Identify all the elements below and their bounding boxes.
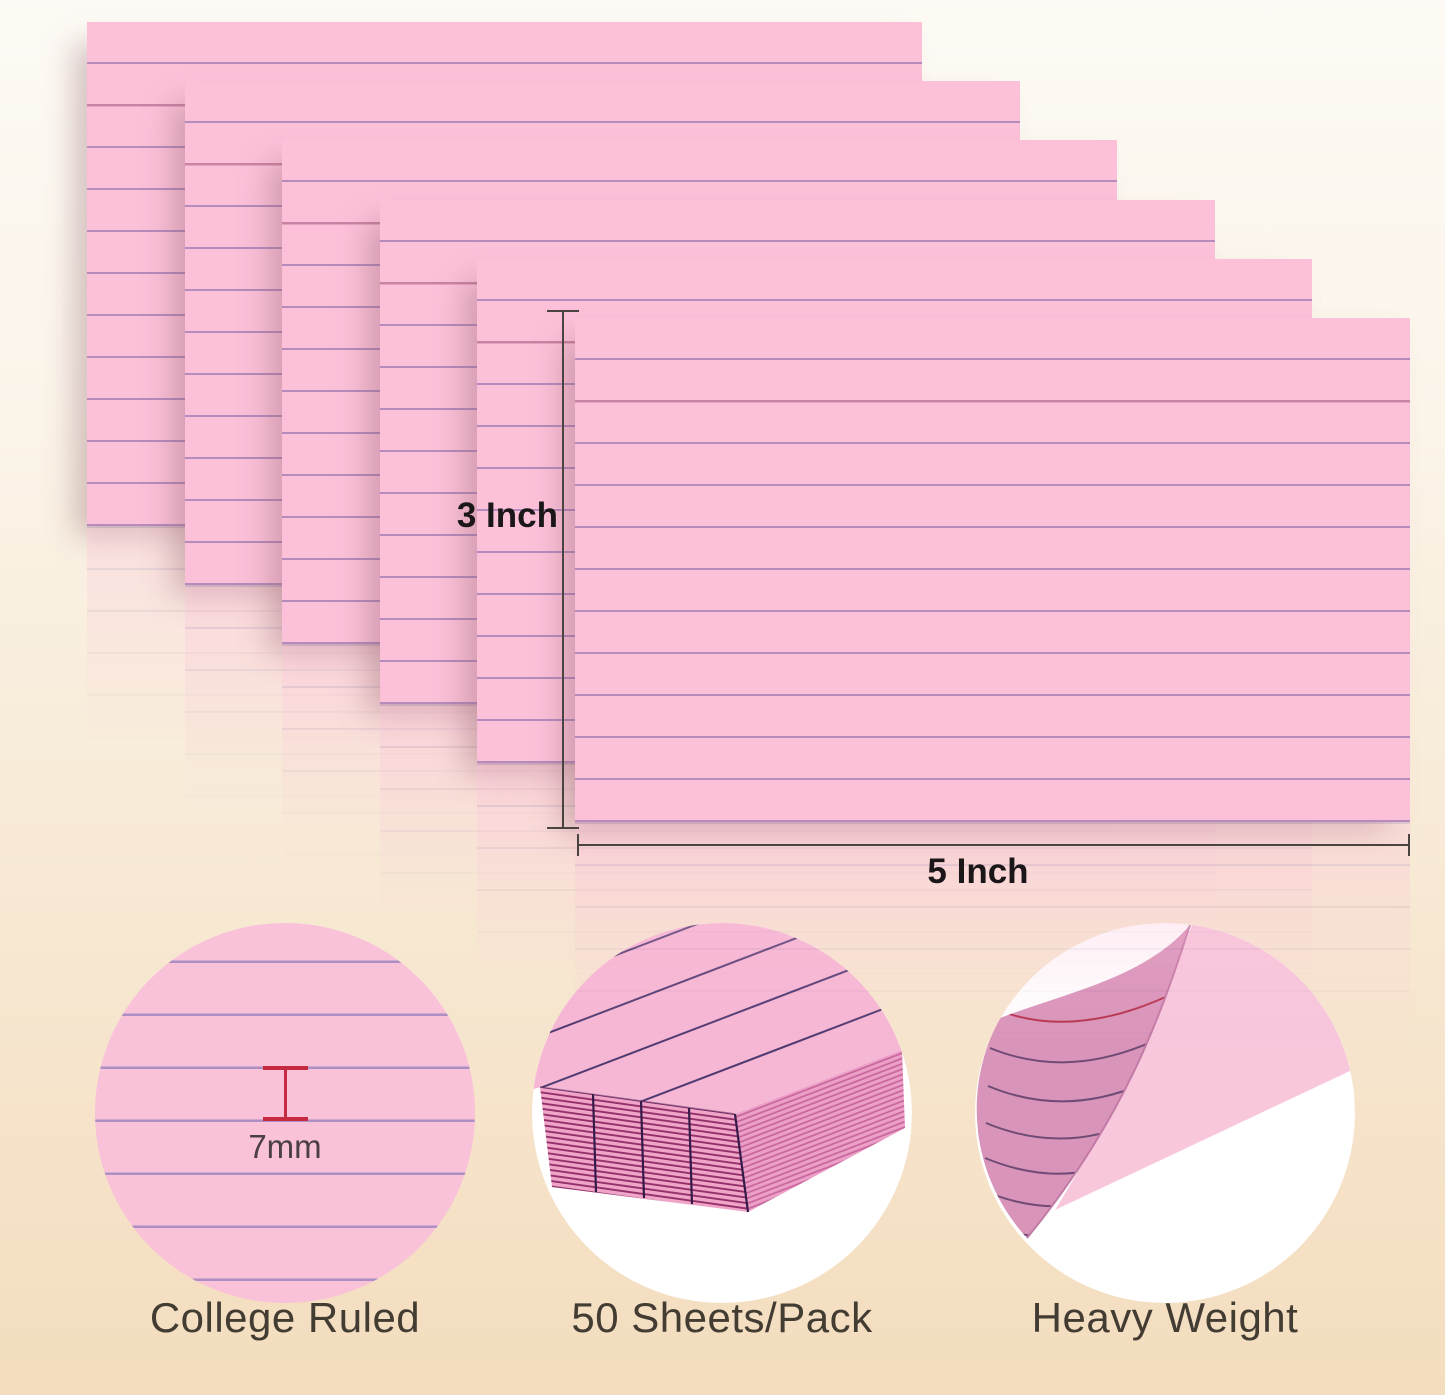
line-spacing-value: 7mm bbox=[248, 1128, 322, 1165]
width-dimension-label: 5 Inch bbox=[927, 852, 1029, 891]
height-dimension-label: 3 Inch bbox=[456, 496, 558, 535]
stack-front-edge-face bbox=[540, 1087, 748, 1212]
line-spacing-marker bbox=[263, 1066, 308, 1121]
curled-card-illustration bbox=[975, 923, 1355, 1303]
college-ruled-detail-circle: 7mm bbox=[95, 923, 475, 1303]
card-front-face bbox=[976, 925, 1190, 1238]
stack-front-separators bbox=[591, 1093, 750, 1213]
card-floor-reflection bbox=[575, 822, 1410, 1326]
index-card bbox=[575, 318, 1410, 1326]
feature-label-college-ruled: College Ruled bbox=[149, 1294, 421, 1341]
fold-edge bbox=[1026, 924, 1191, 1239]
feature-label-heavy-weight: Heavy Weight bbox=[1031, 1294, 1299, 1341]
stack-side-edge-face bbox=[735, 1050, 905, 1212]
heavy-weight-detail-circle bbox=[975, 923, 1355, 1303]
card-back-face bbox=[1055, 923, 1352, 1210]
feature-label-sheets-per-pack: 50 Sheets/Pack bbox=[571, 1294, 873, 1341]
sheet-stack-detail-circle bbox=[532, 923, 912, 1303]
width-dimension-line bbox=[577, 834, 1410, 856]
sheet-stack-illustration bbox=[532, 923, 912, 1303]
height-dimension-line bbox=[547, 310, 579, 829]
